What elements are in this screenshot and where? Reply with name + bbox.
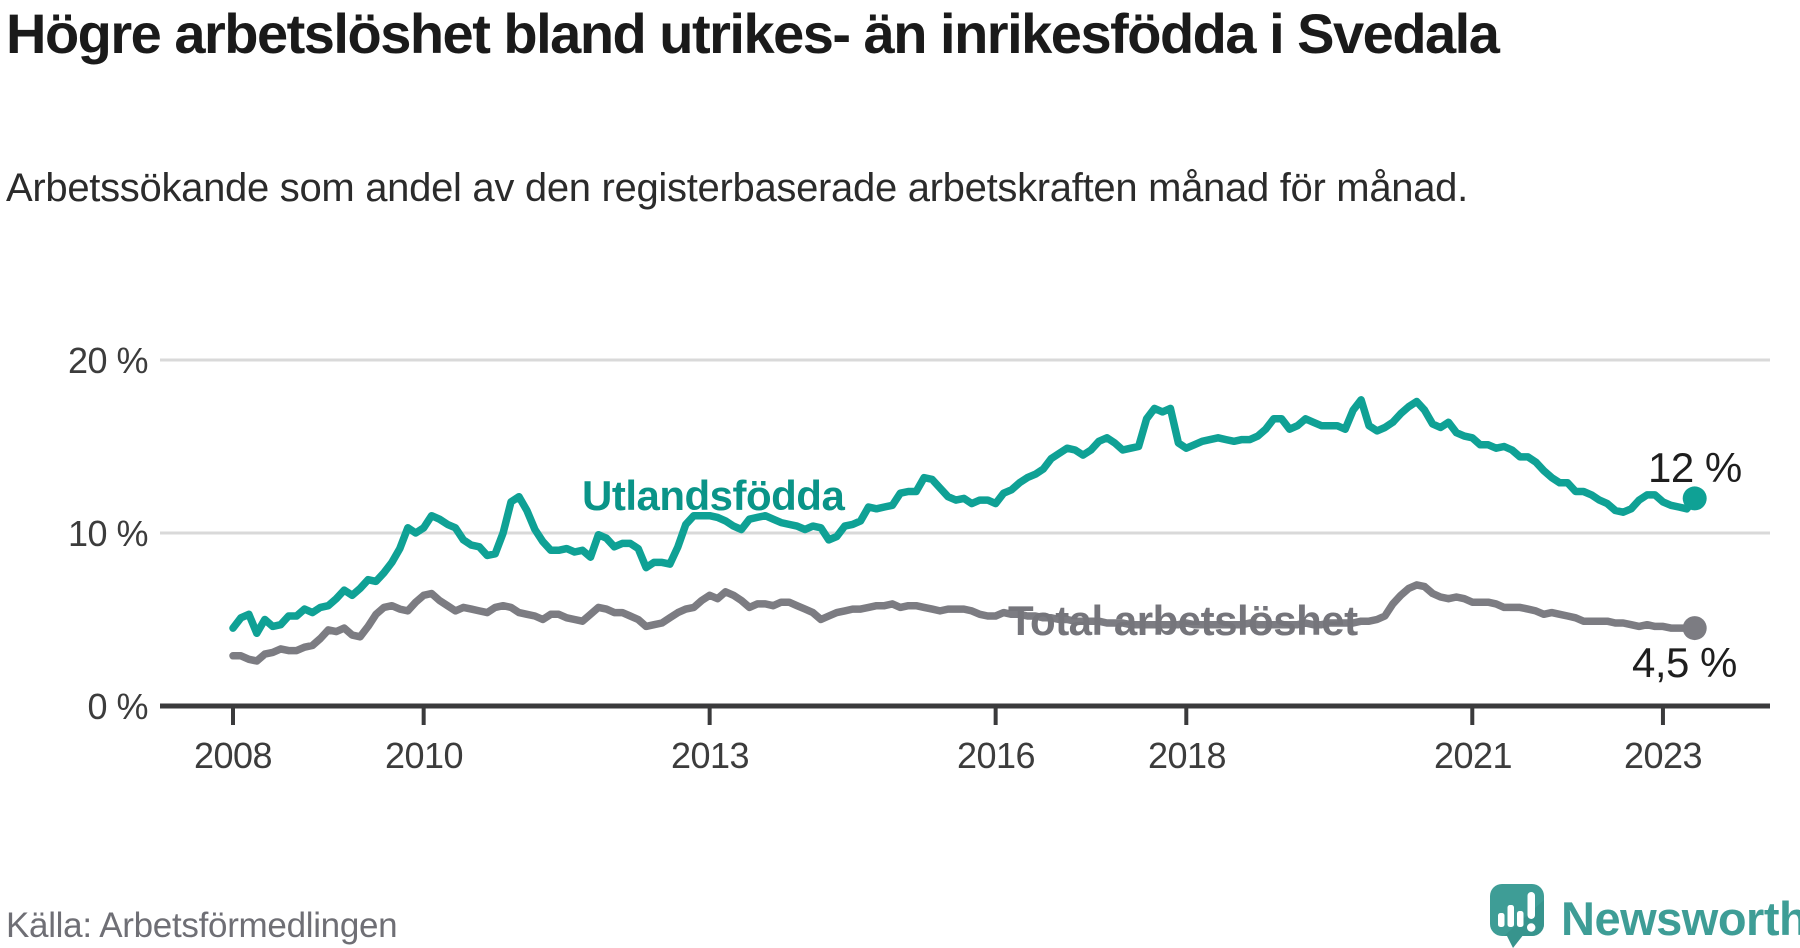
series-line-utlandsf-dda <box>229 396 1699 638</box>
series-end-dot-total-arbetsl-shet <box>1682 616 1707 641</box>
y-axis-label-20: 20 % <box>67 340 149 381</box>
series-end-dot-utlandsf-dda <box>1682 486 1707 511</box>
x-axis-label-2010: 2010 <box>384 735 464 776</box>
x-axis-label-2013: 2013 <box>670 735 750 776</box>
source-note: Källa: Arbetsförmedlingen <box>6 906 398 945</box>
y-axis-label-0: 0 % <box>87 686 148 727</box>
x-axis-label-2023: 2023 <box>1623 735 1703 776</box>
series-label-total-arbetsloshet: Total arbetslöshet <box>1008 597 1358 644</box>
x-axis-label-2021: 2021 <box>1433 735 1513 776</box>
end-value-label-total: 4,5 % <box>1632 639 1737 686</box>
series-label-utlandsfodda: Utlandsfödda <box>582 472 845 519</box>
chart-subtitle: Arbetssökande som andel av den registerb… <box>6 166 1468 210</box>
newsworthy-logo-icon <box>1490 884 1544 948</box>
x-axis-label-2008: 2008 <box>193 735 273 776</box>
y-axis-label-10: 10 % <box>67 513 149 554</box>
newsworthy-logo: Newsworthy <box>1490 884 1800 948</box>
series-line-total-arbetsl-shet <box>229 581 1699 665</box>
x-axis-label-2018: 2018 <box>1147 735 1227 776</box>
x-axis-label-2016: 2016 <box>956 735 1036 776</box>
newsworthy-wordmark: Newsworthy <box>1561 892 1800 945</box>
page-title: Högre arbetslöshet bland utrikes- än inr… <box>6 2 1500 65</box>
end-value-label-utlandsfodda: 12 % <box>1648 444 1742 491</box>
